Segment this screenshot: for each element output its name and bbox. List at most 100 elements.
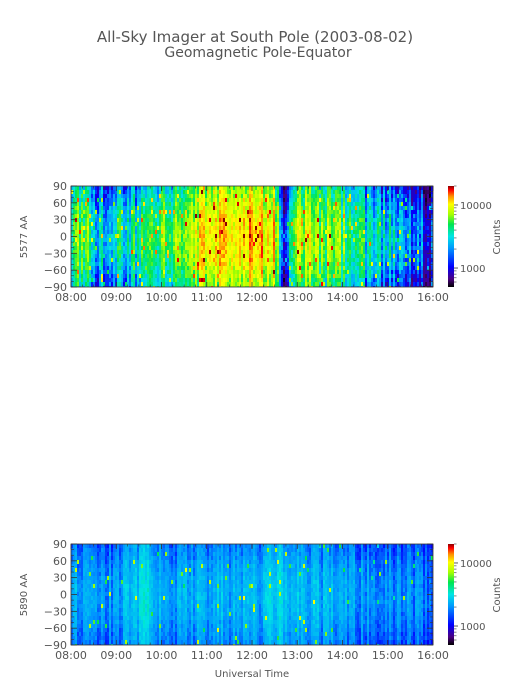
panel-5577-cell <box>381 222 384 227</box>
panel-5577-cell <box>335 186 338 191</box>
panel-5577-cell <box>429 202 432 207</box>
panel-5577-cell <box>151 214 154 219</box>
panel-5577-cell <box>85 258 88 263</box>
panel-5577-cell <box>195 258 198 263</box>
panel-5577-cell <box>139 198 142 203</box>
panel-5577-cell <box>77 278 80 283</box>
panel-5577-cell <box>105 186 108 191</box>
panel-5577-cell <box>113 242 116 247</box>
panel-5577-cell <box>389 234 392 239</box>
panel-5577-cell <box>419 238 422 243</box>
panel-5577-cell <box>149 226 152 231</box>
panel-5577-cell <box>89 258 92 263</box>
panel-5577-cell <box>149 238 152 243</box>
panel-5577-cell <box>391 222 394 227</box>
panel-5577-cell <box>211 254 214 259</box>
panel-5577-cell <box>309 194 312 199</box>
panel-5577-cell <box>85 186 88 191</box>
panel-5577-cell <box>205 274 208 279</box>
panel-5577-cell <box>237 230 240 235</box>
panel-5890-cell <box>75 608 78 613</box>
panel-5577-cell <box>367 218 370 223</box>
panel-5577-cell <box>375 234 378 239</box>
panel-5577-cell <box>307 210 310 215</box>
panel-5577-cell <box>247 194 250 199</box>
panel-5577-cell <box>177 270 180 275</box>
panel-5577-cell <box>275 214 278 219</box>
panel-5577-cell <box>389 246 392 251</box>
panel-5577-cell <box>311 222 314 227</box>
panel-5577-cell <box>285 194 288 199</box>
panel-5577-cell <box>79 242 82 247</box>
panel-5577-cell <box>309 206 312 211</box>
panel-5577-cell <box>295 198 298 203</box>
panel-5577-cell <box>171 190 174 195</box>
panel-5577-cell <box>289 186 292 191</box>
panel-5577-cell <box>421 246 424 251</box>
panel-5577-cell <box>391 282 394 287</box>
panel-5577-cell <box>233 210 236 215</box>
panel-5577-cell <box>223 206 226 211</box>
panel-5577-cell <box>205 206 208 211</box>
panel-5577-cell <box>189 254 192 259</box>
panel-5577-cell <box>159 258 162 263</box>
panel-5577-cell <box>371 186 374 191</box>
panel-5577-cell <box>273 250 276 255</box>
panel-5577-cell <box>211 230 214 235</box>
panel-5577-cell <box>345 226 348 231</box>
panel-5577-cell <box>109 242 112 247</box>
panel-5577-cell <box>277 250 280 255</box>
panel-5577-cell <box>209 278 212 283</box>
panel-5577-cell <box>381 270 384 275</box>
panel-5577-cell <box>405 226 408 231</box>
panel-5577-cell <box>357 210 360 215</box>
panel-5577-cell <box>401 230 404 235</box>
panel-5577-cell <box>317 250 320 255</box>
panel-5577-cell <box>181 266 184 271</box>
panel-5577-cell <box>393 218 396 223</box>
panel-5577-cell <box>147 222 150 227</box>
panel-5577-cell <box>163 266 166 271</box>
panel-5577-cell <box>165 254 168 259</box>
panel-5577-cell <box>319 194 322 199</box>
panel-5577-cell <box>247 234 250 239</box>
panel-5577-cell <box>343 202 346 207</box>
panel-5577-cell <box>201 262 204 267</box>
panel-5577-cell <box>167 202 170 207</box>
panel-5577-cell <box>71 258 74 263</box>
panel-5577-cell <box>205 286 208 287</box>
panel-5577-cell <box>209 274 212 279</box>
panel-5577-cell <box>399 218 402 223</box>
panel-5577-cell <box>195 226 198 231</box>
panel-5577-cell <box>365 206 368 211</box>
panel-5577-cell <box>243 266 246 271</box>
panel-5577-cell <box>413 222 416 227</box>
panel-5577-cell <box>257 258 260 263</box>
panel-5577-cell <box>379 202 382 207</box>
panel-5577-cell <box>285 218 288 223</box>
panel-5577-cell <box>401 214 404 219</box>
panel-5577-cell <box>77 214 80 219</box>
panel-5577-cell <box>287 266 290 271</box>
panel-5577-cell <box>173 186 176 191</box>
panel-5577-cell <box>111 286 114 287</box>
panel-5577-cell <box>383 202 386 207</box>
panel-5577-cell <box>155 250 158 255</box>
panel-5577-cell <box>87 214 90 219</box>
panel-5577-cell <box>327 258 330 263</box>
panel-5577-cell <box>215 206 218 211</box>
panel-5577-cell <box>291 262 294 267</box>
panel-5577-cell <box>367 254 370 259</box>
panel-5577-cell <box>105 238 108 243</box>
panel-5577-cell <box>305 230 308 235</box>
panel-5577-cell <box>341 218 344 223</box>
panel-5577-cell <box>371 266 374 271</box>
panel-5577-cell <box>143 206 146 211</box>
panel-5577-cell <box>413 202 416 207</box>
panel-5577-cell <box>405 202 408 207</box>
panel-5577-cell <box>83 266 86 271</box>
panel-5577-cell <box>273 202 276 207</box>
panel-5577-cell <box>83 222 86 227</box>
panel-5577-cell <box>375 218 378 223</box>
panel-5577-cell <box>129 202 132 207</box>
